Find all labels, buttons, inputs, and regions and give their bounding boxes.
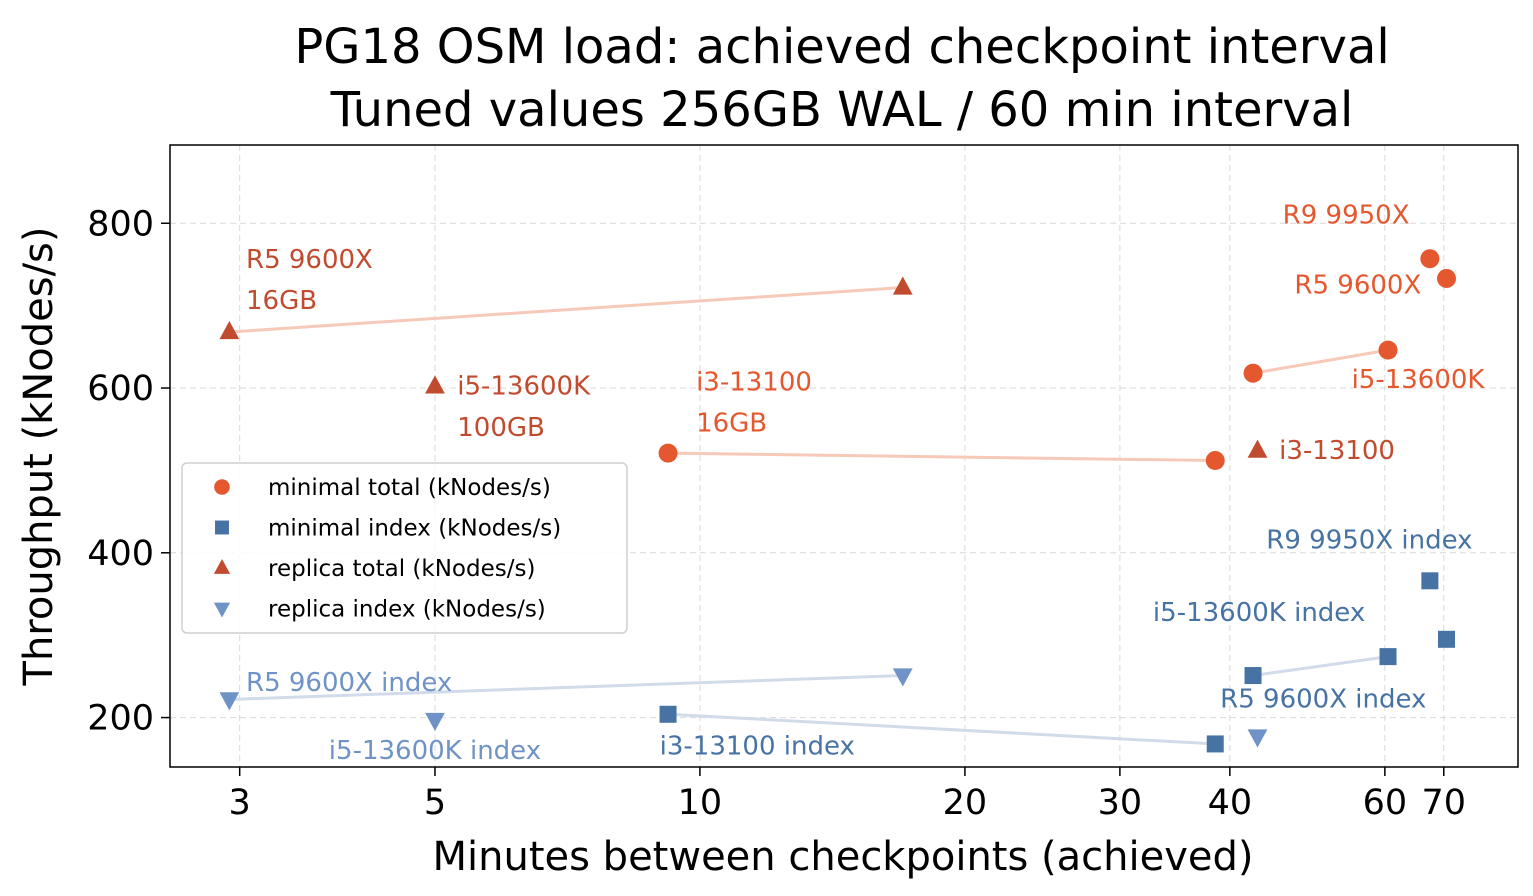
data-point-triangle-up (892, 276, 913, 295)
data-point-square (1421, 572, 1439, 590)
point-annotation: R5 9600X index (1220, 685, 1426, 715)
point-annotation: R5 9600X (246, 245, 373, 275)
point-annotation: i5-13600K index (1153, 598, 1365, 628)
legend-box (181, 462, 628, 634)
data-point-circle (1437, 268, 1457, 288)
point-annotation: R9 9950X (1283, 200, 1410, 230)
data-point-triangle-down (892, 668, 913, 687)
legend-label: minimal index (kNodes/s) (268, 516, 561, 542)
point-annotation: i5-13600K index (329, 736, 541, 766)
connector-line (668, 451, 1216, 463)
data-point-triangle-down (219, 692, 240, 711)
point-annotation: 100GB (457, 413, 545, 443)
data-point-circle (1420, 249, 1440, 269)
point-annotation: R9 9950X index (1266, 526, 1472, 556)
chart-title-line-2: Tuned values 256GB WAL / 60 min interval (330, 82, 1354, 138)
point-annotation: i5-13600K (1352, 365, 1486, 395)
legend-label: replica index (kNodes/s) (268, 597, 546, 623)
data-point-triangle-down (1247, 729, 1268, 748)
legend-entries: minimal total (kNodes/s) minimal index (k… (213, 475, 561, 623)
x-tick-label: 5 (424, 783, 446, 823)
point-annotation: 16GB (696, 409, 767, 439)
y-tick-label: 800 (87, 204, 154, 244)
x-tick-label: 3 (229, 783, 251, 823)
data-point-square (1379, 648, 1397, 666)
data-point-square (1206, 735, 1224, 753)
x-tick-label: 30 (1098, 783, 1143, 823)
y-tick-label: 200 (87, 699, 154, 739)
data-point-triangle-up (1247, 439, 1268, 458)
legend-marker-triangle-down (213, 602, 231, 618)
y-tick-label: 400 (87, 534, 154, 574)
legend-label: minimal total (kNodes/s) (268, 475, 551, 501)
annotations: R5 9600X 16GB i5-13600K 100GB i3-13100 16GB R9… (246, 200, 1485, 765)
y-axis-label: Throughput (kNodes/s) (16, 227, 62, 687)
point-annotation: i3-13100 index (660, 732, 855, 762)
connector-lines (229, 286, 1389, 746)
legend: minimal total (kNodes/s) minimal index (k… (181, 462, 628, 634)
point-annotation: R5 9600X (1294, 270, 1421, 300)
connector-line (667, 712, 1216, 746)
x-axis-ticks: 3 5 10 20 30 40 60 70 (229, 767, 1467, 823)
y-axis-ticks: 200 400 600 800 (87, 204, 170, 739)
data-point-triangle-up (425, 375, 445, 394)
data-point-square (659, 705, 677, 723)
x-tick-label: 70 (1422, 783, 1467, 823)
plot-frame (169, 144, 1519, 768)
point-annotation: i3-13100 (1279, 436, 1395, 466)
connector-line (1252, 348, 1389, 375)
connector-line (229, 674, 903, 701)
x-tick-label: 60 (1363, 783, 1408, 823)
legend-marker-triangle-up (213, 558, 231, 574)
connector-line (229, 286, 903, 334)
x-axis-label: Minutes between checkpoints (achieved) (433, 834, 1254, 880)
y-tick-label: 600 (87, 369, 154, 409)
point-annotation: 16GB (246, 286, 317, 316)
legend-marker-square (215, 520, 229, 535)
chart-title-line-1: PG18 OSM load: achieved checkpoint inter… (294, 19, 1389, 75)
point-annotation: i5-13600K (457, 372, 591, 402)
data-point-square (1244, 667, 1262, 685)
legend-label: replica total (kNodes/s) (268, 556, 535, 582)
x-tick-label: 10 (678, 783, 723, 823)
data-point-circle (1378, 340, 1398, 360)
point-annotation: R5 9600X index (246, 668, 452, 698)
data-point-triangle-up (219, 321, 240, 340)
data-point-square (1438, 630, 1456, 648)
x-tick-label: 40 (1208, 783, 1253, 823)
data-point-circle (1205, 451, 1225, 471)
data-points (219, 249, 1457, 753)
data-point-triangle-down (425, 712, 445, 732)
data-point-circle (1243, 363, 1263, 383)
legend-marker-circle (214, 479, 230, 495)
x-tick-label: 20 (943, 783, 988, 823)
data-point-circle (658, 443, 678, 463)
connector-line (1252, 655, 1389, 678)
point-annotation: i3-13100 (696, 368, 812, 398)
